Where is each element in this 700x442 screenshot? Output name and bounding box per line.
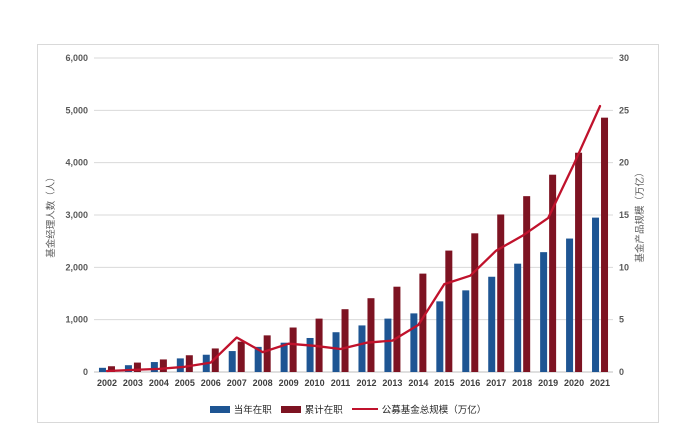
svg-text:2,000: 2,000 — [65, 262, 88, 272]
bar-current-2014 — [410, 313, 418, 372]
x-label-2013: 2013 — [382, 378, 402, 388]
svg-text:15: 15 — [619, 210, 629, 220]
left-axis-title: 基金经理人数（人） — [45, 172, 57, 258]
bar-cumulative-2017 — [497, 214, 505, 372]
bar-current-2004 — [150, 362, 158, 372]
legend-label-current: 当年在职 — [233, 406, 272, 416]
bar-cumulative-2009 — [289, 327, 297, 372]
y-axis-left-labels: 0 1,000 2,000 3,000 4,000 5,000 6,000 — [65, 53, 88, 377]
svg-text:5,000: 5,000 — [65, 105, 88, 115]
bar-cumulative-2003 — [133, 362, 141, 372]
bar-cumulative-2008 — [263, 335, 271, 372]
bar-cumulative-2015 — [445, 250, 453, 372]
svg-text:3,000: 3,000 — [65, 210, 88, 220]
bar-current-2013 — [384, 318, 392, 372]
svg-text:30: 30 — [619, 53, 629, 63]
bar-current-2021 — [592, 217, 600, 372]
bar-current-2012 — [358, 325, 366, 372]
total-scale-line-swatch — [351, 408, 378, 410]
bar-cumulative-2021 — [601, 117, 609, 372]
x-label-2017: 2017 — [486, 378, 506, 388]
right-axis-title: 基金产品规模（万亿） — [634, 167, 646, 262]
legend: 当年在职 累计在职 公募基金总规模（万亿） — [38, 402, 658, 416]
legend-item-current: 当年在职 — [209, 402, 272, 416]
chart-frame: 0 1,000 2,000 3,000 4,000 5,000 6,000 0 5 10 15 20 2… — [37, 44, 659, 423]
svg-text:1,000: 1,000 — [65, 315, 88, 325]
svg-text:0: 0 — [619, 367, 624, 377]
total-scale-line — [105, 104, 602, 373]
x-label-2012: 2012 — [356, 378, 376, 388]
x-label-2008: 2008 — [253, 378, 273, 388]
bar-current-2011 — [332, 332, 340, 372]
bar-current-2009 — [280, 342, 288, 372]
bars-cumulative — [107, 117, 609, 372]
bar-cumulative-2005 — [185, 355, 193, 372]
legend-item-cumulative: 累计在职 — [280, 402, 343, 416]
svg-text:0: 0 — [83, 367, 88, 377]
x-label-2010: 2010 — [305, 378, 325, 388]
bar-cumulative-2016 — [471, 233, 479, 372]
x-label-2011: 2011 — [331, 378, 351, 388]
bars-current-year — [98, 217, 600, 372]
bar-cumulative-2012 — [367, 298, 375, 372]
svg-text:10: 10 — [619, 262, 629, 272]
x-label-2004: 2004 — [149, 378, 169, 388]
x-label-2007: 2007 — [227, 378, 247, 388]
bar-cumulative-2004 — [159, 359, 167, 372]
legend-item-total-scale: 公募基金总规模（万亿） — [351, 402, 487, 416]
x-label-2009: 2009 — [279, 378, 299, 388]
x-label-2003: 2003 — [123, 378, 143, 388]
bar-cumulative-2007 — [237, 341, 245, 372]
fund-manager-chart: 01,0002,0003,0004,0005,0006,000051015202… — [45, 53, 646, 388]
x-label-2015: 2015 — [434, 378, 454, 388]
current-year-swatch — [209, 405, 230, 413]
bar-current-2002 — [98, 367, 106, 372]
bar-cumulative-2002 — [107, 366, 115, 372]
bar-current-2007 — [228, 351, 236, 372]
x-label-2005: 2005 — [175, 378, 195, 388]
x-label-2002: 2002 — [97, 378, 117, 388]
bar-current-2017 — [488, 276, 496, 372]
bar-cumulative-2011 — [341, 309, 349, 372]
bar-cumulative-2014 — [419, 273, 427, 372]
bar-current-2020 — [566, 238, 574, 372]
bar-cumulative-2018 — [523, 196, 531, 372]
legend-label-cumulative: 累计在职 — [304, 406, 343, 416]
bar-current-2010 — [306, 337, 314, 372]
x-label-2021: 2021 — [590, 378, 610, 388]
y-axis-right-labels: 0 5 10 15 20 25 30 — [619, 53, 629, 377]
gridlines — [94, 57, 613, 373]
cumulative-swatch — [280, 405, 301, 413]
legend-label-total-scale: 公募基金总规模（万亿） — [381, 406, 487, 416]
bar-current-2005 — [176, 358, 184, 372]
x-label-2020: 2020 — [564, 378, 584, 388]
bar-current-2018 — [514, 263, 522, 372]
svg-text:20: 20 — [619, 158, 629, 168]
bar-current-2008 — [254, 346, 262, 372]
bar-current-2003 — [124, 365, 132, 372]
x-axis-labels: 2002 2003 2004 2005 2006 2007 2008 2009 2010 2011… — [97, 378, 610, 388]
bar-cumulative-2019 — [549, 174, 557, 372]
x-label-2006: 2006 — [201, 378, 221, 388]
bar-current-2016 — [462, 290, 470, 372]
bar-cumulative-2013 — [393, 286, 401, 372]
svg-text:5: 5 — [619, 315, 624, 325]
x-label-2018: 2018 — [512, 378, 532, 388]
svg-text:25: 25 — [619, 105, 629, 115]
bar-cumulative-2020 — [575, 152, 583, 372]
svg-text:6,000: 6,000 — [65, 53, 88, 63]
bar-current-2015 — [436, 301, 444, 372]
svg-text:4,000: 4,000 — [65, 158, 88, 168]
x-label-2019: 2019 — [538, 378, 558, 388]
x-label-2016: 2016 — [460, 378, 480, 388]
bar-cumulative-2006 — [211, 348, 219, 372]
bar-current-2019 — [540, 252, 548, 372]
x-label-2014: 2014 — [408, 378, 428, 388]
